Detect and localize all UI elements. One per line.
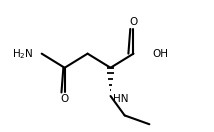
Text: O: O <box>61 94 69 104</box>
Text: OH: OH <box>152 49 168 59</box>
Text: H$_2$N: H$_2$N <box>12 47 34 61</box>
Text: HN: HN <box>113 94 129 104</box>
Text: O: O <box>129 17 138 27</box>
